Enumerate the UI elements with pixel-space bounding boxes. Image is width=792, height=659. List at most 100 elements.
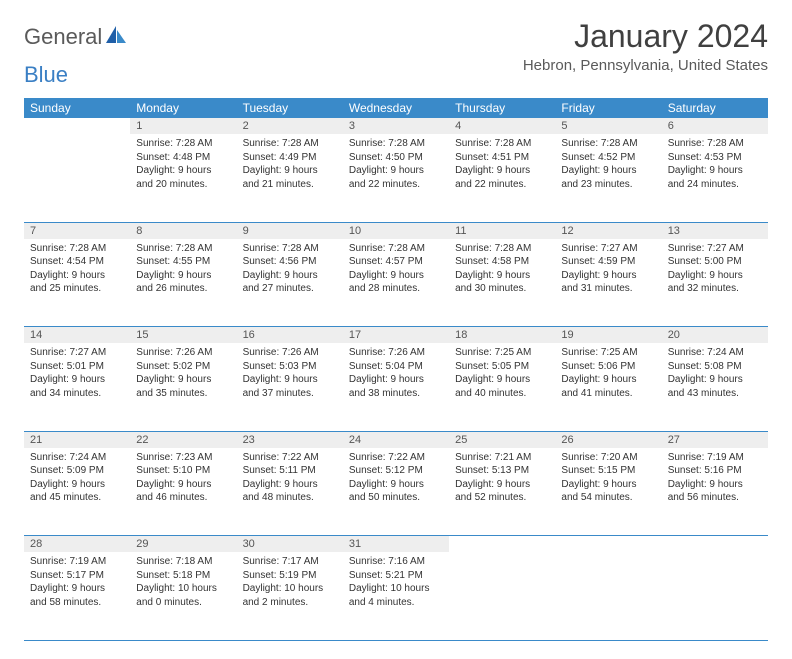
day-line-d2: and 4 minutes. bbox=[349, 596, 443, 610]
day-line-d1: Daylight: 9 hours bbox=[243, 373, 337, 387]
day-line-d1: Daylight: 9 hours bbox=[561, 269, 655, 283]
day-line-d2: and 24 minutes. bbox=[668, 178, 762, 192]
day-number-cell: 8 bbox=[130, 222, 236, 239]
day-number: 24 bbox=[343, 432, 449, 448]
day-line-sr: Sunrise: 7:28 AM bbox=[243, 242, 337, 256]
daynum-row: 78910111213 bbox=[24, 222, 768, 239]
weekday-header: Tuesday bbox=[237, 98, 343, 118]
day-line-d2: and 50 minutes. bbox=[349, 491, 443, 505]
day-number-cell: 4 bbox=[449, 118, 555, 134]
day-number-cell: 2 bbox=[237, 118, 343, 134]
day-line-d1: Daylight: 9 hours bbox=[30, 269, 124, 283]
day-number-cell: 25 bbox=[449, 431, 555, 448]
day-content: Sunrise: 7:28 AMSunset: 4:48 PMDaylight:… bbox=[130, 134, 236, 197]
day-line-sr: Sunrise: 7:28 AM bbox=[455, 242, 549, 256]
day-number: 14 bbox=[24, 327, 130, 343]
day-line-sr: Sunrise: 7:26 AM bbox=[243, 346, 337, 360]
day-line-ss: Sunset: 5:16 PM bbox=[668, 464, 762, 478]
day-number-cell: 7 bbox=[24, 222, 130, 239]
day-content-cell: Sunrise: 7:28 AMSunset: 4:58 PMDaylight:… bbox=[449, 239, 555, 327]
day-number: 5 bbox=[555, 118, 661, 134]
day-line-d1: Daylight: 9 hours bbox=[349, 269, 443, 283]
day-line-d1: Daylight: 9 hours bbox=[668, 373, 762, 387]
day-content-cell: Sunrise: 7:28 AMSunset: 4:53 PMDaylight:… bbox=[662, 134, 768, 222]
day-line-sr: Sunrise: 7:25 AM bbox=[561, 346, 655, 360]
logo: General bbox=[24, 24, 130, 50]
daycontent-row: Sunrise: 7:28 AMSunset: 4:54 PMDaylight:… bbox=[24, 239, 768, 327]
day-content-cell bbox=[662, 552, 768, 640]
day-content: Sunrise: 7:22 AMSunset: 5:11 PMDaylight:… bbox=[237, 448, 343, 511]
day-number: 11 bbox=[449, 223, 555, 239]
day-number: 13 bbox=[662, 223, 768, 239]
day-content-cell: Sunrise: 7:27 AMSunset: 5:01 PMDaylight:… bbox=[24, 343, 130, 431]
day-line-d1: Daylight: 9 hours bbox=[455, 269, 549, 283]
day-number bbox=[555, 536, 661, 552]
day-line-d2: and 35 minutes. bbox=[136, 387, 230, 401]
day-content-cell: Sunrise: 7:24 AMSunset: 5:08 PMDaylight:… bbox=[662, 343, 768, 431]
day-line-d1: Daylight: 9 hours bbox=[30, 373, 124, 387]
day-number-cell: 27 bbox=[662, 431, 768, 448]
day-content-cell: Sunrise: 7:28 AMSunset: 4:54 PMDaylight:… bbox=[24, 239, 130, 327]
day-line-sr: Sunrise: 7:27 AM bbox=[561, 242, 655, 256]
day-content: Sunrise: 7:28 AMSunset: 4:51 PMDaylight:… bbox=[449, 134, 555, 197]
logo-text-blue: Blue bbox=[24, 62, 68, 88]
day-line-d2: and 43 minutes. bbox=[668, 387, 762, 401]
day-content: Sunrise: 7:22 AMSunset: 5:12 PMDaylight:… bbox=[343, 448, 449, 511]
day-line-d1: Daylight: 9 hours bbox=[668, 164, 762, 178]
day-number: 18 bbox=[449, 327, 555, 343]
day-line-d1: Daylight: 9 hours bbox=[349, 164, 443, 178]
day-content: Sunrise: 7:17 AMSunset: 5:19 PMDaylight:… bbox=[237, 552, 343, 615]
day-line-d2: and 54 minutes. bbox=[561, 491, 655, 505]
day-line-sr: Sunrise: 7:27 AM bbox=[668, 242, 762, 256]
day-content-cell: Sunrise: 7:23 AMSunset: 5:10 PMDaylight:… bbox=[130, 448, 236, 536]
day-number-cell: 16 bbox=[237, 327, 343, 344]
day-line-ss: Sunset: 4:49 PM bbox=[243, 151, 337, 165]
day-line-d1: Daylight: 9 hours bbox=[30, 582, 124, 596]
day-content: Sunrise: 7:16 AMSunset: 5:21 PMDaylight:… bbox=[343, 552, 449, 615]
day-line-d2: and 26 minutes. bbox=[136, 282, 230, 296]
day-content: Sunrise: 7:26 AMSunset: 5:03 PMDaylight:… bbox=[237, 343, 343, 406]
day-number: 8 bbox=[130, 223, 236, 239]
daynum-row: 21222324252627 bbox=[24, 431, 768, 448]
day-line-sr: Sunrise: 7:28 AM bbox=[349, 137, 443, 151]
day-line-sr: Sunrise: 7:28 AM bbox=[561, 137, 655, 151]
day-line-d1: Daylight: 9 hours bbox=[243, 478, 337, 492]
day-line-sr: Sunrise: 7:26 AM bbox=[349, 346, 443, 360]
day-line-ss: Sunset: 5:13 PM bbox=[455, 464, 549, 478]
day-line-sr: Sunrise: 7:28 AM bbox=[455, 137, 549, 151]
month-title: January 2024 bbox=[523, 18, 768, 55]
weekday-header: Thursday bbox=[449, 98, 555, 118]
day-number: 31 bbox=[343, 536, 449, 552]
day-number-cell: 11 bbox=[449, 222, 555, 239]
day-number: 3 bbox=[343, 118, 449, 134]
day-number-cell: 17 bbox=[343, 327, 449, 344]
weekday-header: Friday bbox=[555, 98, 661, 118]
day-number: 16 bbox=[237, 327, 343, 343]
day-line-ss: Sunset: 5:04 PM bbox=[349, 360, 443, 374]
daynum-row: 123456 bbox=[24, 118, 768, 134]
day-line-d2: and 0 minutes. bbox=[136, 596, 230, 610]
day-content-cell: Sunrise: 7:26 AMSunset: 5:03 PMDaylight:… bbox=[237, 343, 343, 431]
day-line-d2: and 20 minutes. bbox=[136, 178, 230, 192]
day-content-cell: Sunrise: 7:17 AMSunset: 5:19 PMDaylight:… bbox=[237, 552, 343, 640]
weekday-header: Monday bbox=[130, 98, 236, 118]
day-number: 22 bbox=[130, 432, 236, 448]
day-number: 4 bbox=[449, 118, 555, 134]
day-content: Sunrise: 7:28 AMSunset: 4:53 PMDaylight:… bbox=[662, 134, 768, 197]
day-number: 17 bbox=[343, 327, 449, 343]
day-line-ss: Sunset: 5:17 PM bbox=[30, 569, 124, 583]
day-line-d1: Daylight: 10 hours bbox=[136, 582, 230, 596]
day-line-d1: Daylight: 10 hours bbox=[243, 582, 337, 596]
day-line-d2: and 27 minutes. bbox=[243, 282, 337, 296]
daynum-row: 14151617181920 bbox=[24, 327, 768, 344]
day-number-cell: 13 bbox=[662, 222, 768, 239]
day-number-cell: 26 bbox=[555, 431, 661, 448]
day-content: Sunrise: 7:23 AMSunset: 5:10 PMDaylight:… bbox=[130, 448, 236, 511]
day-number-cell: 28 bbox=[24, 536, 130, 553]
day-line-d2: and 56 minutes. bbox=[668, 491, 762, 505]
day-content: Sunrise: 7:26 AMSunset: 5:02 PMDaylight:… bbox=[130, 343, 236, 406]
day-content: Sunrise: 7:25 AMSunset: 5:06 PMDaylight:… bbox=[555, 343, 661, 406]
day-line-sr: Sunrise: 7:25 AM bbox=[455, 346, 549, 360]
day-content-cell: Sunrise: 7:28 AMSunset: 4:51 PMDaylight:… bbox=[449, 134, 555, 222]
logo-text-general: General bbox=[24, 24, 102, 50]
